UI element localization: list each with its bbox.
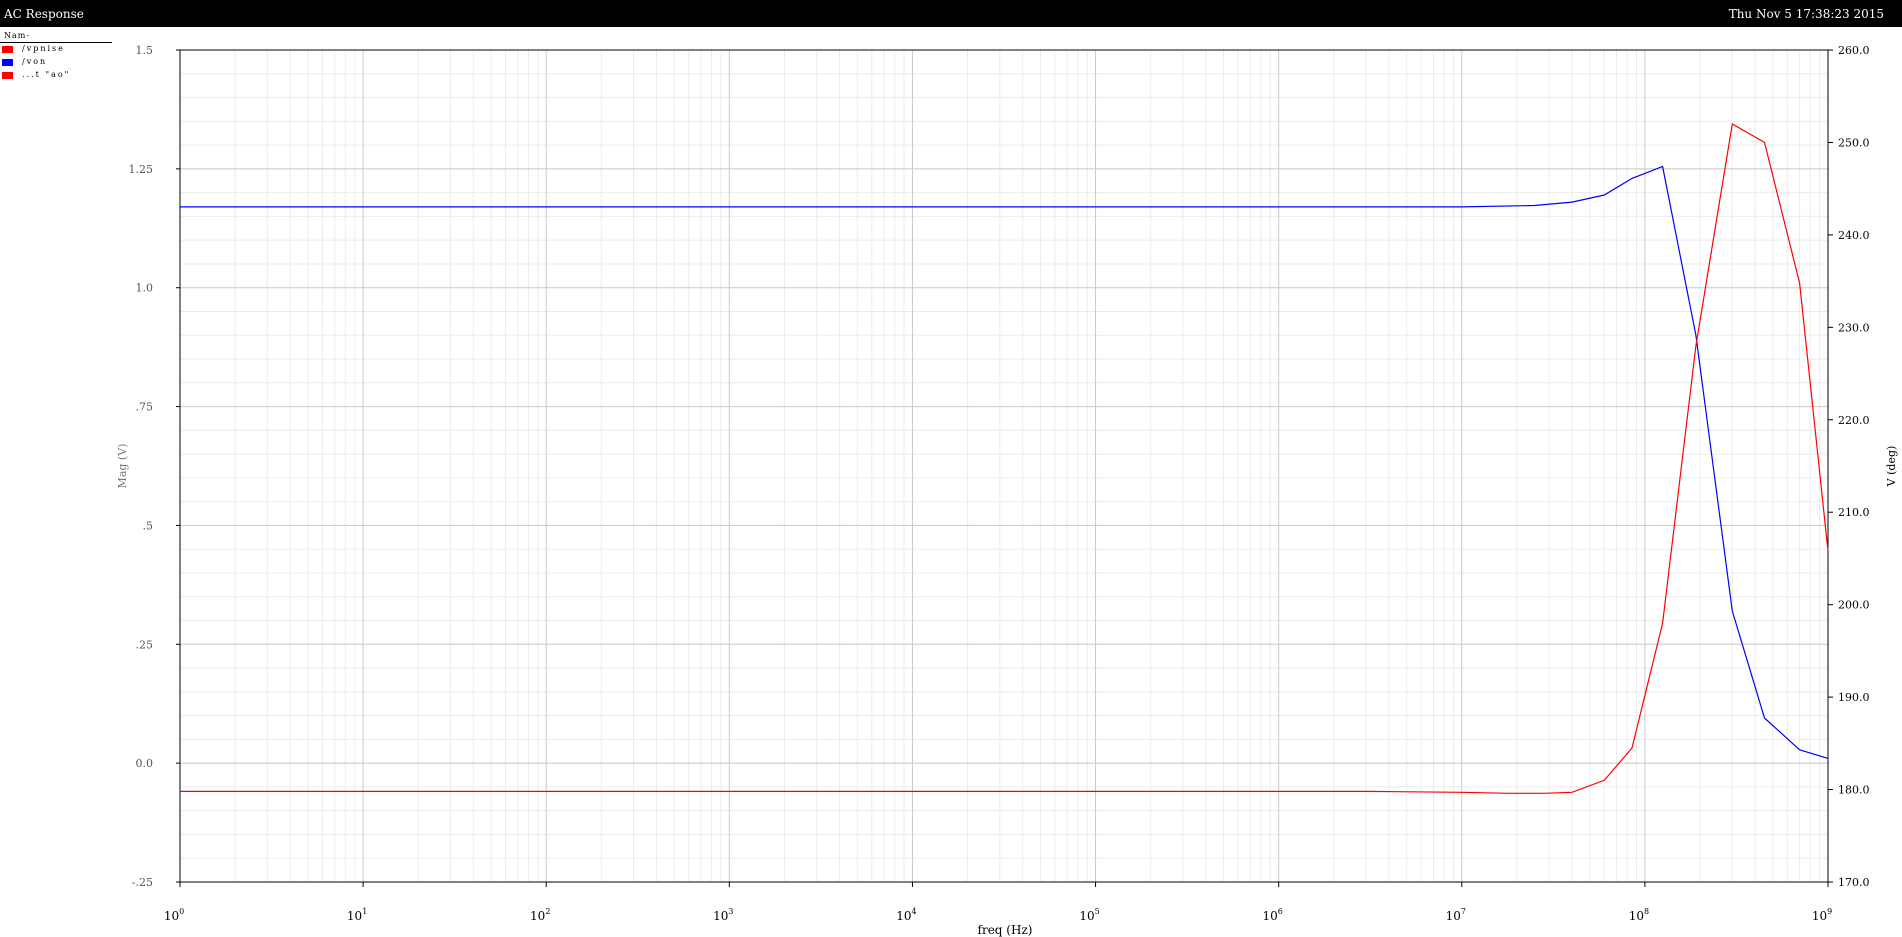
- right-tick-label: 180.0: [1838, 784, 1870, 797]
- legend-header: Nam-: [0, 27, 112, 43]
- series-line-ao: [180, 123, 1829, 794]
- left-tick-label: 1.25: [129, 163, 154, 176]
- x-tick-label: 101: [347, 907, 367, 923]
- legend-item-von[interactable]: /von: [0, 56, 112, 69]
- series-line-von: [180, 165, 1829, 759]
- series-layer: [180, 123, 1829, 794]
- x-tick-label: 108: [1629, 907, 1649, 923]
- right-tick-label: 240.0: [1838, 229, 1870, 242]
- x-tick-label: 104: [896, 907, 916, 923]
- x-tick-label: 100: [164, 907, 184, 923]
- left-tick-label: .5: [143, 519, 154, 532]
- legend-swatch: [2, 59, 13, 66]
- legend-swatch: [2, 46, 13, 53]
- x-axis-label: freq (Hz): [978, 923, 1033, 937]
- legend-label: /vpnise: [22, 44, 65, 53]
- right-tick-label: 210.0: [1838, 506, 1870, 519]
- plot-frame: [179, 49, 1829, 883]
- x-tick-label: 107: [1446, 907, 1466, 923]
- left-axis-ticks: -.25 0.0 .25 .5 .75 1.0 1.25 1.5: [129, 44, 180, 889]
- right-tick-label: 230.0: [1838, 321, 1870, 334]
- grid-minor: [180, 50, 1828, 882]
- right-tick-label: 200.0: [1838, 599, 1870, 612]
- x-tick-label: 106: [1262, 907, 1282, 923]
- right-axis-ticks: 170.0 180.0 190.0 200.0 210.0 220.0 230.0 240.0…: [1828, 44, 1870, 889]
- x-tick-label: 103: [713, 907, 733, 923]
- legend-item-ao[interactable]: ...t "ao": [0, 69, 112, 82]
- x-tick-label: 102: [530, 907, 550, 923]
- right-tick-label: 170.0: [1838, 876, 1870, 889]
- left-tick-label: .25: [136, 638, 154, 651]
- x-tick-label: 105: [1079, 907, 1099, 923]
- left-tick-label: -.25: [132, 876, 153, 889]
- left-tick-label: .75: [136, 401, 154, 414]
- legend-swatch: [2, 72, 13, 79]
- legend-item-vpnise[interactable]: /vpnise: [0, 43, 112, 56]
- right-tick-label: 250.0: [1838, 136, 1870, 149]
- left-tick-label: 0.0: [136, 757, 154, 770]
- legend-panel: Nam- /vpnise /von ...t "ao": [0, 27, 112, 82]
- left-tick-label: 1.5: [136, 44, 154, 57]
- timestamp: Thu Nov 5 17:38:23 2015: [1728, 7, 1884, 21]
- legend-label: ...t "ao": [22, 70, 71, 79]
- x-axis-ticks: 100 101 102 103 104 105 106 107 108 109: [164, 882, 1832, 923]
- x-tick-label: 109: [1812, 907, 1832, 923]
- y-axis-label-left: Mag (V): [116, 444, 129, 489]
- right-tick-label: 190.0: [1838, 691, 1870, 704]
- title-bar: AC Response Thu Nov 5 17:38:23 2015: [0, 0, 1902, 27]
- left-tick-label: 1.0: [136, 282, 154, 295]
- y-axis-label-right: V (deg): [1885, 446, 1898, 488]
- window-title: AC Response: [4, 7, 84, 21]
- legend-label: /von: [22, 57, 48, 66]
- grid-major: [179, 49, 1829, 883]
- right-tick-label: 220.0: [1838, 414, 1870, 427]
- right-tick-label: 260.0: [1838, 44, 1870, 57]
